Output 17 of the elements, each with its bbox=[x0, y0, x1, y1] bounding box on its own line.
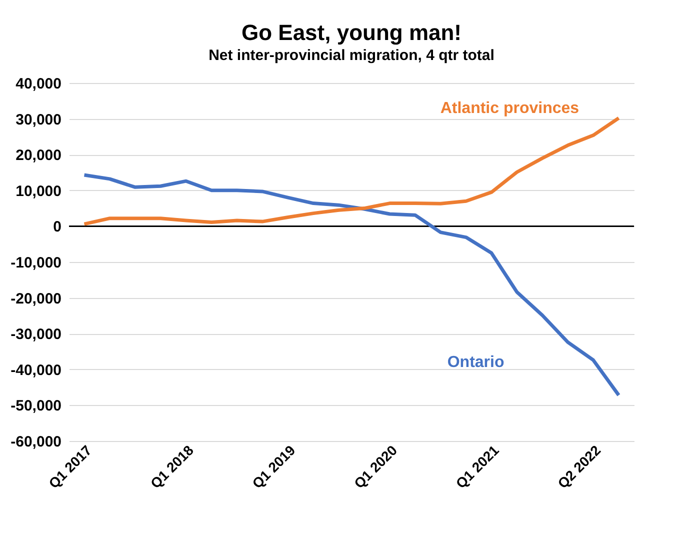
line-series bbox=[82, 116, 620, 226]
y-tick-label: -10,000 bbox=[10, 254, 62, 272]
y-tick-label: 0 bbox=[53, 218, 62, 236]
chart-subtitle: Net inter-provincial migration, 4 qtr total bbox=[208, 47, 494, 64]
y-tick-label: 30,000 bbox=[16, 111, 62, 128]
chart-title: Go East, young man! bbox=[241, 20, 462, 45]
y-tick-label: 40,000 bbox=[16, 76, 62, 92]
y-tick-label: -60,000 bbox=[10, 434, 62, 450]
y-tick-label: 10,000 bbox=[16, 182, 62, 200]
y-tick-label: -20,000 bbox=[10, 290, 62, 308]
y-tick-label: -50,000 bbox=[10, 398, 62, 415]
y-tick-label: 20,000 bbox=[16, 147, 62, 164]
line-series bbox=[82, 173, 620, 397]
series-label: Atlantic provinces bbox=[440, 100, 580, 118]
text: Ontario bbox=[447, 354, 504, 372]
y-tick-label: -30,000 bbox=[10, 326, 62, 344]
y-tick-label: -40,000 bbox=[10, 362, 62, 379]
